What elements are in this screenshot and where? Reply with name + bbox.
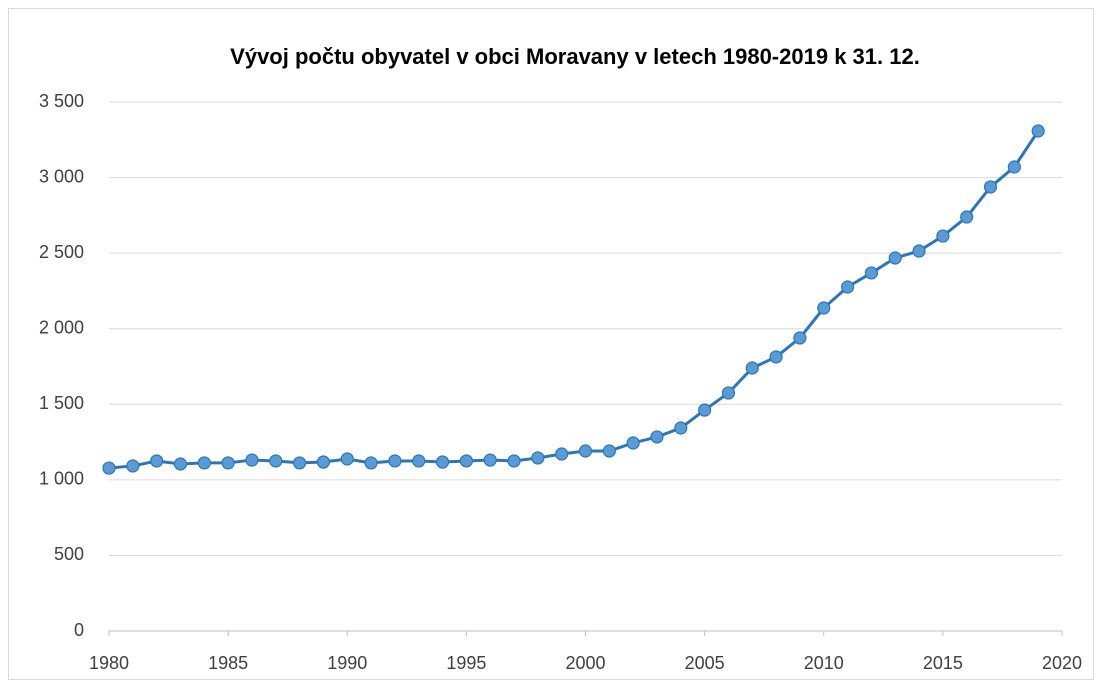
marker [864,266,879,280]
y-tick-label: 500 [54,544,84,564]
marker [960,210,974,224]
marker [626,436,640,450]
marker [316,455,331,469]
marker [269,454,283,468]
marker [888,251,902,265]
y-tick-label: 3 000 [39,166,84,186]
y-tick-label: 3 500 [39,91,84,111]
marker [555,447,569,461]
marker [769,350,783,364]
y-tick-label: 1 000 [39,469,84,489]
marker [507,454,521,468]
marker [412,454,426,468]
marker [840,280,855,294]
marker [1007,160,1021,174]
marker [102,461,116,475]
marker [983,180,998,194]
marker [793,331,807,345]
y-tick-label: 2 000 [39,317,84,337]
marker [293,456,307,470]
x-tick-label: 2020 [1042,653,1082,673]
marker [245,453,259,467]
marker [364,456,378,470]
chart-title: Vývoj počtu obyvatel v obci Moravany v l… [230,44,920,69]
x-tick-label: 2005 [685,653,725,673]
x-tick-label: 2000 [565,653,605,673]
y-tick-label: 0 [74,620,84,640]
marker [459,454,473,468]
marker [173,457,188,471]
marker [674,421,688,435]
marker [388,454,402,468]
marker [483,453,497,467]
x-tick-label: 1990 [327,653,367,673]
marker [531,451,545,465]
x-tick-label: 1985 [208,653,248,673]
marker [745,361,759,375]
marker [650,430,664,444]
marker [721,386,736,400]
marker [578,444,593,458]
marker [698,403,712,417]
marker [340,452,354,466]
marker [936,229,950,243]
marker [150,454,164,468]
marker [817,301,831,315]
marker [435,455,450,469]
x-tick-label: 2015 [923,653,963,673]
x-tick-label: 2010 [804,653,844,673]
line [108,130,1040,470]
y-tick-label: 1 500 [39,393,84,413]
marker [126,459,140,473]
marker [197,456,211,470]
chart-border [8,8,1094,680]
marker [912,244,926,258]
marker [1031,124,1045,138]
y-tick-label: 2 500 [39,242,84,262]
marker [221,456,235,470]
marker [602,444,616,458]
x-tick-label: 1980 [89,653,129,673]
x-tick-label: 1995 [446,653,486,673]
